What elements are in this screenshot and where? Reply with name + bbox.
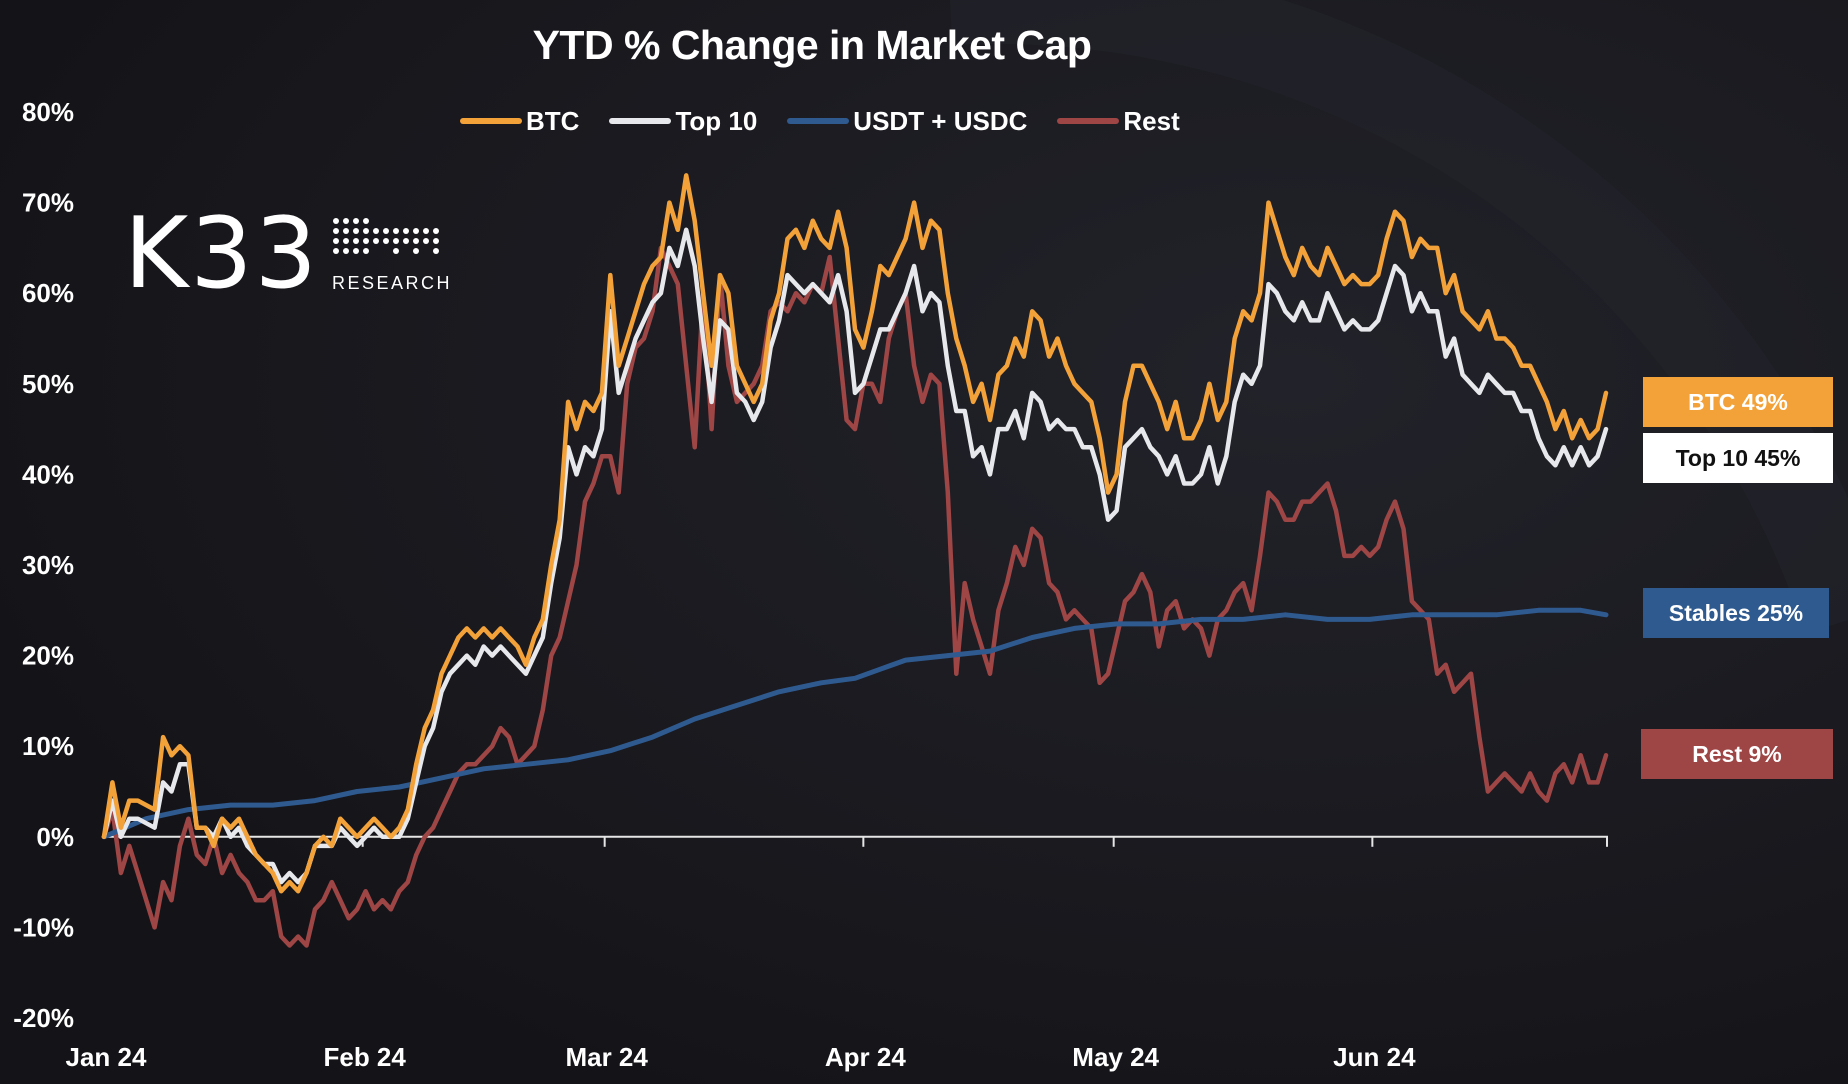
y-tick-label: 60%	[22, 278, 74, 308]
series-line-rest	[101, 245, 1609, 948]
y-tick-label: 70%	[22, 188, 74, 218]
legend-item-stables: USDT + USDC	[787, 106, 1027, 137]
end-label-rest: Rest 9%	[1641, 729, 1833, 779]
legend-item-top10: Top 10	[609, 106, 757, 137]
y-tick-label: 20%	[22, 641, 74, 671]
legend-label-top10: Top 10	[675, 105, 758, 136]
logo-wordmark: K33	[124, 197, 319, 311]
series-line-stables	[101, 607, 1609, 840]
x-tick-label: Feb 24	[323, 1042, 406, 1072]
chart-legend: BTC Top 10 USDT + USDC Rest	[460, 103, 1180, 139]
y-tick-label: 80%	[22, 97, 74, 127]
k33-logo: K33 RESEARCH	[124, 197, 450, 311]
logo-subtitle: RESEARCH	[332, 273, 453, 293]
series-line-btc	[101, 173, 1609, 894]
legend-swatch-top10	[609, 118, 672, 124]
end-label-btc: BTC 49%	[1643, 377, 1833, 427]
legend-swatch-stables	[787, 118, 850, 124]
logo-dots-icon	[333, 218, 439, 254]
series-line-top10	[101, 227, 1609, 885]
y-axis-ticks: -20% -10% 0% 10% 20% 30% 40% 50% 60% 70% 80%	[13, 97, 74, 1033]
y-tick-label: 10%	[22, 731, 74, 761]
legend-label-stables: USDT + USDC	[853, 105, 1028, 136]
y-tick-label: -20%	[13, 1003, 74, 1033]
legend-label-btc: BTC	[526, 105, 580, 136]
y-tick-label: 0%	[36, 822, 74, 852]
legend-swatch-rest	[1057, 118, 1120, 124]
y-tick-label: 30%	[22, 550, 74, 580]
x-axis-ticks: Jan 24 Feb 24 Mar 24 Apr 24 May 24 Jun 24	[66, 836, 1608, 1072]
x-tick-label: Mar 24	[565, 1042, 648, 1072]
y-tick-label: 40%	[22, 459, 74, 489]
x-tick-label: Jan 24	[66, 1042, 147, 1072]
legend-label-rest: Rest	[1123, 105, 1180, 136]
y-tick-label: 50%	[22, 369, 74, 399]
series-lines	[101, 173, 1609, 948]
x-tick-label: May 24	[1072, 1042, 1159, 1072]
end-label-stables: Stables 25%	[1643, 588, 1829, 638]
legend-swatch-btc	[460, 118, 522, 124]
x-tick-label: Apr 24	[825, 1042, 906, 1072]
end-label-top10: Top 10 45%	[1643, 433, 1833, 483]
legend-item-btc: BTC	[460, 106, 579, 137]
y-tick-label: -10%	[13, 912, 74, 942]
x-tick-label: Jun 24	[1333, 1042, 1416, 1072]
chart-title: YTD % Change in Market Cap	[532, 22, 1092, 68]
legend-item-rest: Rest	[1057, 105, 1180, 137]
